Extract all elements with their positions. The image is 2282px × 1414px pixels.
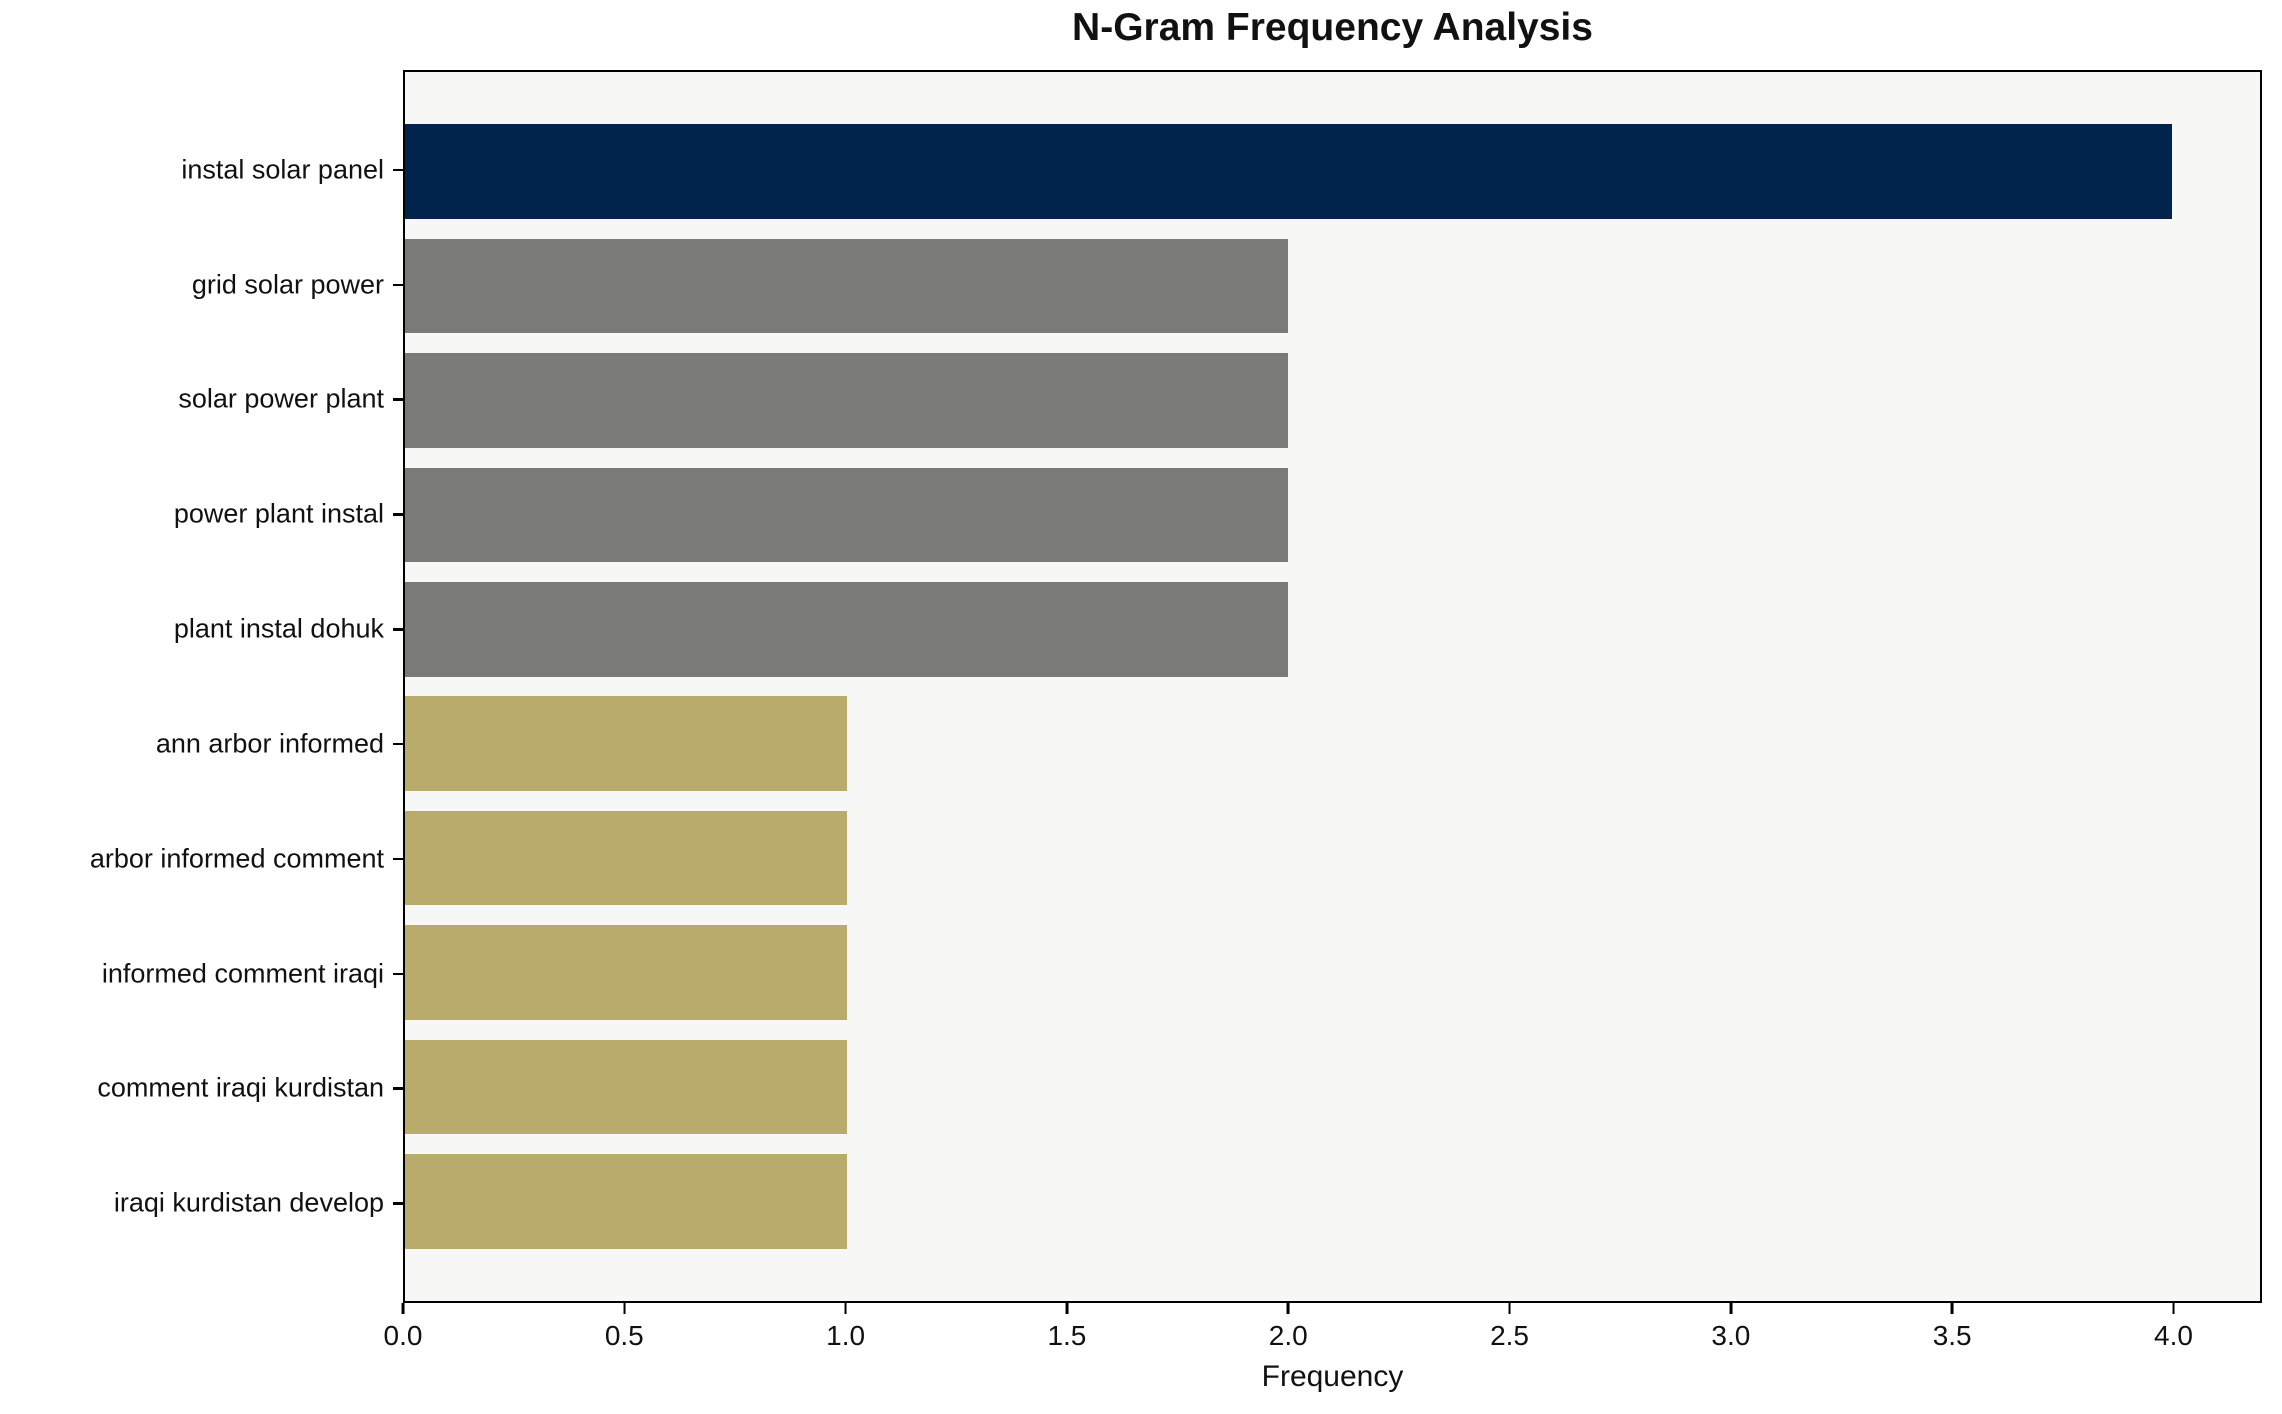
y-tick-label: power plant instal — [173, 498, 384, 529]
y-tick-label: informed comment iraqi — [101, 958, 384, 988]
x-tick: 2.5 — [1490, 1303, 1529, 1352]
x-tick-mark — [401, 1303, 405, 1314]
y-tick-label: iraqi kurdistan develop — [113, 1187, 384, 1218]
x-tick-label: 0.0 — [383, 1320, 423, 1351]
bar — [405, 353, 1289, 448]
x-tick-label: 3.5 — [1932, 1320, 1972, 1351]
x-tick: 1.5 — [1047, 1303, 1086, 1352]
bar — [405, 467, 1289, 563]
x-tick-mark — [623, 1303, 626, 1314]
x-tick-mark — [1729, 1303, 1733, 1314]
y-tick-mark — [393, 972, 403, 975]
bar — [405, 925, 847, 1020]
y-tick-mark — [393, 1087, 403, 1090]
x-tick: 1.0 — [826, 1303, 865, 1352]
y-tick-mark — [393, 398, 403, 401]
x-axis-title: Frequency — [1261, 1360, 1404, 1393]
x-tick: 4.0 — [2154, 1303, 2193, 1352]
chart-title: N-Gram Frequency Analysis — [1072, 6, 1593, 49]
y-tick-label: comment iraqi kurdistan — [97, 1072, 384, 1103]
y-tick-label: plant instal dohuk — [173, 613, 384, 644]
bar-row — [405, 1039, 2260, 1135]
bar — [405, 1154, 847, 1249]
x-tick-label: 4.0 — [2154, 1320, 2193, 1351]
y-tick-mark — [393, 857, 403, 861]
y-tick-mark — [393, 513, 403, 516]
x-tick: 0.0 — [383, 1303, 423, 1352]
y-tick-mark — [393, 283, 403, 287]
x-tick-label: 1.0 — [826, 1320, 866, 1351]
y-tick-label: instal solar panel — [181, 154, 384, 185]
bar-row — [405, 581, 2260, 677]
x-tick-mark — [1508, 1303, 1511, 1314]
x-tick-label: 2.5 — [1490, 1320, 1530, 1351]
x-tick-mark — [1065, 1303, 1069, 1314]
x-tick: 2.0 — [1269, 1303, 1308, 1352]
y-tick-mark — [393, 742, 403, 746]
x-tick-label: 0.5 — [604, 1320, 644, 1351]
bar-row — [405, 696, 2260, 792]
bar-row — [405, 124, 2260, 219]
x-tick-mark — [1286, 1303, 1290, 1314]
y-tick-label: solar power plant — [178, 383, 384, 414]
y-tick-label: ann arbor informed — [155, 728, 384, 759]
y-tick-label: arbor informed comment — [89, 843, 384, 874]
y-tick-label: grid solar power — [191, 269, 384, 300]
x-tick-label: 1.5 — [1047, 1320, 1087, 1351]
y-tick-mark — [393, 1202, 403, 1205]
y-tick-mark — [393, 168, 403, 172]
x-tick-mark — [2172, 1303, 2175, 1314]
plot-area — [403, 70, 2262, 1303]
bar-row — [405, 353, 2260, 448]
bar — [405, 581, 1289, 677]
bar — [405, 124, 2172, 219]
bar — [405, 238, 1289, 334]
bar-row — [405, 1154, 2260, 1249]
x-tick-label: 3.0 — [1711, 1320, 1751, 1351]
bar — [405, 810, 847, 906]
x-tick: 3.5 — [1933, 1303, 1972, 1352]
bar-row — [405, 238, 2260, 334]
bar-row — [405, 810, 2260, 906]
bar-row — [405, 467, 2260, 563]
x-axis: 0.0 0.5 1.0 1.5 2.0 2.5 3.0 3.5 4.0 — [384, 1303, 2262, 1373]
bar — [405, 1039, 847, 1135]
x-tick-mark — [844, 1303, 847, 1314]
y-tick-mark — [393, 628, 403, 631]
x-tick: 0.5 — [605, 1303, 644, 1352]
y-axis-labels: instal solar panel grid solar power solar … — [0, 70, 384, 1303]
x-tick-mark — [1950, 1303, 1954, 1314]
bar — [405, 696, 847, 792]
x-tick-label: 2.0 — [1268, 1320, 1308, 1351]
x-tick: 3.0 — [1711, 1303, 1750, 1352]
bar-row — [405, 925, 2260, 1020]
